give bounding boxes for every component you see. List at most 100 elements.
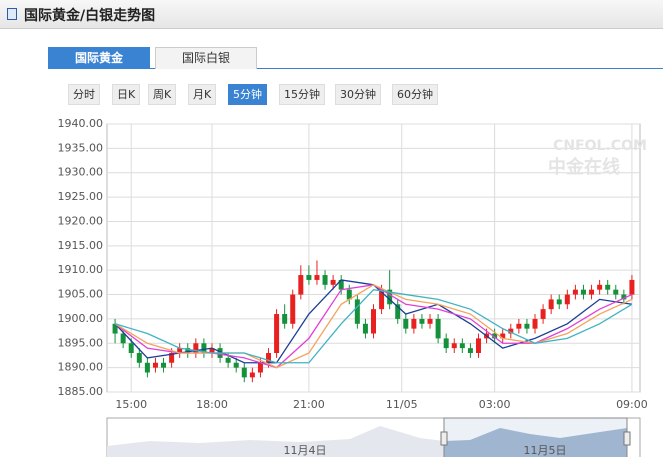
candle-body xyxy=(136,353,142,363)
candle-body xyxy=(427,318,433,324)
candle-body xyxy=(379,289,385,310)
period-button[interactable]: 30分钟 xyxy=(335,84,381,105)
candle-body xyxy=(371,309,376,334)
period-button[interactable]: 60分钟 xyxy=(392,84,438,105)
candle-body xyxy=(152,362,158,368)
period-button[interactable]: 周K xyxy=(148,84,177,105)
candle-body xyxy=(144,362,150,373)
candle-body xyxy=(322,275,328,285)
tab[interactable]: 国际白银 xyxy=(155,47,257,69)
candle-body xyxy=(193,343,199,354)
x-tick-label: 21:00 xyxy=(293,398,325,411)
x-tick-label: 18:00 xyxy=(196,398,228,411)
y-tick-label: 1915.00 xyxy=(58,239,104,252)
candle-body xyxy=(500,333,506,339)
navigator-area xyxy=(444,428,627,457)
period-button[interactable]: 日K xyxy=(112,84,141,105)
period-button[interactable]: 15分钟 xyxy=(279,84,325,105)
watermark: 中金在线 xyxy=(548,156,620,178)
y-tick-label: 1910.00 xyxy=(58,263,104,276)
y-tick-label: 1890.00 xyxy=(58,361,104,374)
candle-body xyxy=(516,323,522,329)
x-tick-label: 15:00 xyxy=(115,398,147,411)
candle-body xyxy=(338,279,344,290)
navigator-handle[interactable] xyxy=(623,431,631,446)
candle-body xyxy=(257,362,263,373)
candle-body xyxy=(282,314,288,324)
y-tick-label: 1940.00 xyxy=(58,117,104,130)
candle-body xyxy=(572,289,578,295)
y-tick-label: 1920.00 xyxy=(58,214,104,227)
watermark: CNFOL.COM xyxy=(553,138,647,154)
icon xyxy=(7,8,17,20)
period-button[interactable]: 分时 xyxy=(68,84,100,105)
candle-body xyxy=(330,279,336,285)
y-tick-label: 1900.00 xyxy=(58,312,104,325)
candle-body xyxy=(492,333,498,339)
candle-body xyxy=(467,348,473,354)
x-tick-label: 09:00 xyxy=(616,398,648,411)
candle-body xyxy=(548,299,554,310)
candle-body xyxy=(177,348,183,354)
candle-body xyxy=(201,343,207,354)
tab[interactable]: 国际黄金 xyxy=(48,47,150,69)
candle-body xyxy=(613,289,619,295)
period-button[interactable]: 月K xyxy=(188,84,217,105)
period-button[interactable]: 5分钟 xyxy=(228,84,267,105)
candle-body xyxy=(169,353,175,363)
title: 国际黄金/白银走势图 xyxy=(24,8,156,24)
candle-body xyxy=(233,362,239,368)
candle-body xyxy=(443,338,449,349)
candle-body xyxy=(556,299,562,305)
y-tick-label: 1925.00 xyxy=(58,190,104,203)
ma-line xyxy=(114,284,633,369)
candle-body xyxy=(564,294,570,305)
candle-body xyxy=(112,323,118,334)
candle-body xyxy=(225,357,231,363)
y-tick-label: 1935.00 xyxy=(58,141,104,154)
y-tick-label: 1895.00 xyxy=(58,336,104,349)
navigator-window[interactable] xyxy=(443,417,628,457)
y-tick-label: 1930.00 xyxy=(58,166,104,179)
candle-body xyxy=(508,328,514,334)
candle-body xyxy=(403,318,409,329)
candle-body xyxy=(580,289,586,295)
candle-body xyxy=(589,289,595,295)
candle-body xyxy=(419,318,425,324)
tab-line xyxy=(48,68,663,69)
candle-body xyxy=(274,314,280,354)
candle-body xyxy=(346,289,352,300)
candle-body xyxy=(524,323,530,329)
candle-body xyxy=(540,309,546,319)
candle-body xyxy=(128,343,134,354)
candle-body xyxy=(290,294,296,324)
candle-body xyxy=(298,275,304,295)
y-tick-label: 1905.00 xyxy=(58,288,104,301)
candle-body xyxy=(605,284,611,290)
candle-body xyxy=(395,304,401,319)
candle-body xyxy=(532,318,538,329)
candle-body xyxy=(362,323,368,334)
candle-body xyxy=(597,284,603,290)
candle-body xyxy=(209,348,215,354)
x-tick-label: 11/05 xyxy=(386,398,418,411)
candle-body xyxy=(451,343,457,349)
candle-body xyxy=(387,289,393,305)
candle-body xyxy=(435,318,441,339)
candle-body xyxy=(161,362,167,368)
candle-body xyxy=(266,353,272,363)
candle-body xyxy=(314,275,320,280)
navigator-label: 11月4日 xyxy=(284,444,327,457)
candle-body xyxy=(306,275,312,280)
candle-body xyxy=(354,299,360,324)
y-tick-label: 1885.00 xyxy=(58,385,104,398)
navigator-handle[interactable] xyxy=(440,431,448,446)
candle-body xyxy=(249,372,255,378)
navigator-area xyxy=(107,426,444,457)
candle-body xyxy=(629,279,635,295)
candle-body xyxy=(120,333,126,344)
ma-line xyxy=(114,288,633,364)
candle-body xyxy=(621,294,627,300)
